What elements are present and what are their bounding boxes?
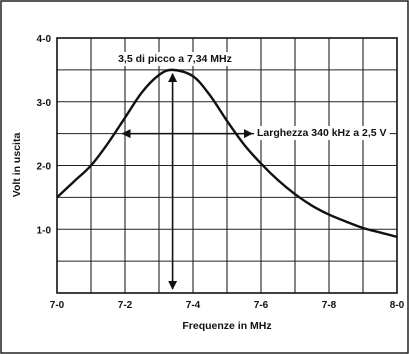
- x-tick-label: 7-2: [118, 300, 133, 311]
- bandwidth-label-background: [254, 126, 390, 140]
- y-axis-label: Volt in uscita: [11, 133, 23, 198]
- y-tick-label: 4-0: [37, 34, 52, 45]
- peak-annotation: 3,5 di picco a 7,34 MHz: [118, 53, 232, 65]
- y-tick-label: 3-0: [37, 98, 52, 109]
- y-tick-labels: 1-0 2-0 3-0 4-0: [37, 34, 52, 236]
- y-tick-label: 2-0: [37, 162, 52, 173]
- x-tick-label: 7-6: [254, 300, 269, 311]
- peak-label-background: [114, 52, 236, 66]
- x-tick-label: 7-8: [322, 300, 337, 311]
- x-tick-label: 8-0: [390, 300, 405, 311]
- y-tick-label: 1-0: [37, 225, 52, 236]
- response-curve: [56, 68, 398, 239]
- plot-frame: [56, 37, 398, 294]
- x-tick-label: 7-0: [50, 300, 65, 311]
- x-tick-labels: 7-0 7-2 7-4 7-6 7-8 8-0: [50, 300, 405, 311]
- x-axis-label: Frequenze in MHz: [182, 320, 271, 332]
- bandwidth-annotation: Larghezza 340 kHz a 2,5 V: [257, 127, 387, 139]
- x-tick-label: 7-4: [186, 300, 201, 311]
